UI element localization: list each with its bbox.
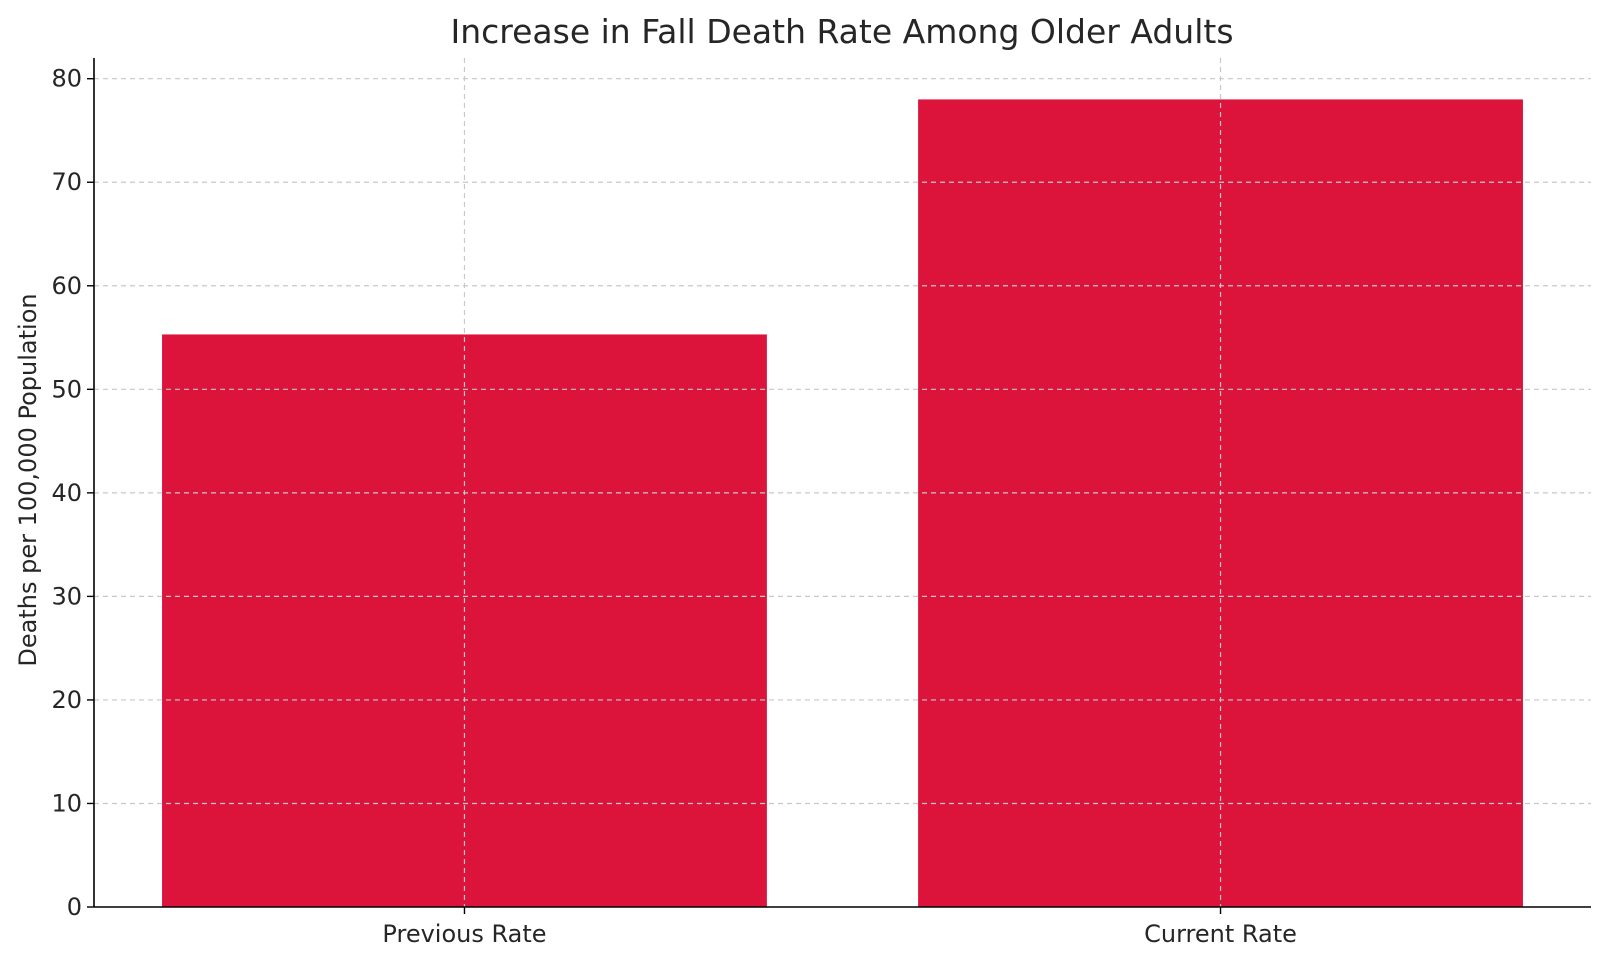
x-tick-label: Current Rate [1144,920,1297,948]
x-ticks: Previous Rate Current Rate [382,907,1297,948]
y-tick-label: 30 [51,582,82,610]
y-ticks: 0 10 20 30 40 50 60 70 80 [51,65,94,921]
x-tick-label: Previous Rate [382,920,546,948]
bars [162,99,1523,908]
y-tick-label: 0 [67,893,82,921]
y-tick-label: 60 [51,272,82,300]
y-tick-label: 10 [51,789,82,817]
chart-title: Increase in Fall Death Rate Among Older … [450,12,1233,51]
axes [93,58,1591,908]
grid-lines [94,58,1591,907]
y-tick-label: 70 [51,168,82,196]
y-tick-label: 80 [51,65,82,93]
y-tick-label: 40 [51,479,82,507]
y-axis-label: Deaths per 100,000 Population [14,293,42,666]
y-tick-label: 50 [51,375,82,403]
y-tick-label: 20 [51,686,82,714]
